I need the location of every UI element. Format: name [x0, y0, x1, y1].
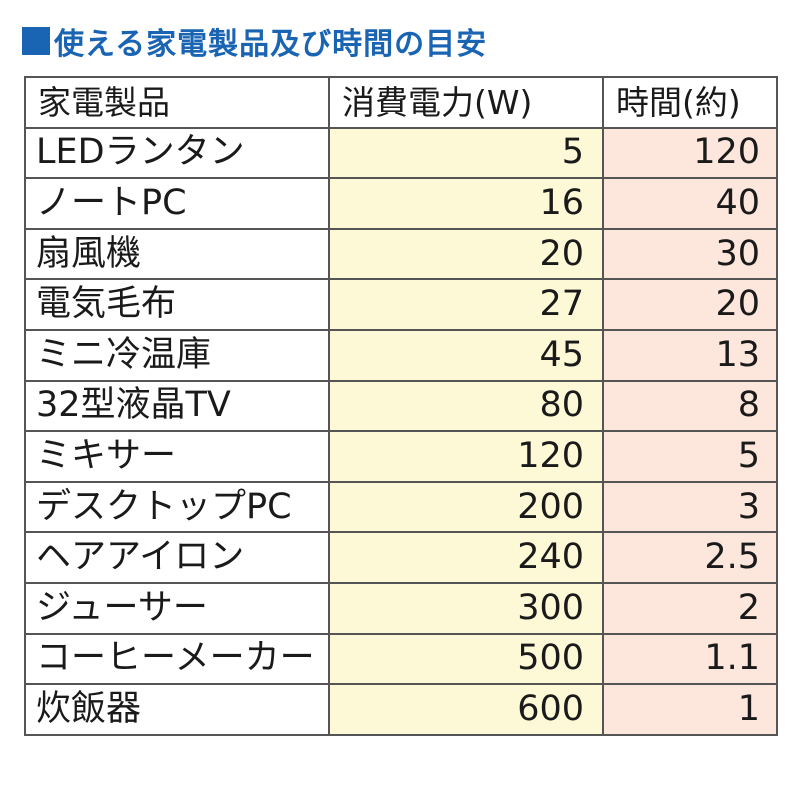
appliance-name-cell: ミニ冷温庫	[24, 328, 330, 382]
table-row: 炊飯器 600 1	[24, 683, 778, 736]
table-row: 電気毛布 27 20	[24, 278, 778, 331]
appliance-name-cell: ジューサー	[24, 581, 330, 635]
hours-value-cell: 1.1	[602, 632, 778, 686]
table-row: LEDランタン 5 120	[24, 126, 778, 180]
appliance-table: 家電製品 消費電力(W) 時間(約) LEDランタン 5 120 ノートPC 16 40 扇…	[24, 76, 778, 736]
table-row: コーヒーメーカー 500 1.1	[24, 632, 778, 686]
appliance-name-cell: LEDランタン	[24, 126, 330, 180]
title-square-icon	[22, 27, 50, 55]
power-value-cell: 20	[328, 227, 604, 281]
hours-value-cell: 13	[602, 328, 778, 382]
power-value-cell: 240	[328, 531, 604, 584]
appliance-name-cell: 炊飯器	[24, 683, 330, 736]
power-value-cell: 80	[328, 379, 604, 433]
table-row: ミニ冷温庫 45 13	[24, 328, 778, 382]
table-row: ノートPC 16 40	[24, 177, 778, 230]
hours-value-cell: 2.5	[602, 531, 778, 584]
power-value-cell: 27	[328, 278, 604, 331]
title-text: 使える家電製品及び時間の目安	[54, 27, 488, 62]
hours-value-cell: 3	[602, 480, 778, 534]
hours-value-cell: 30	[602, 227, 778, 281]
page-title: 使える家電製品及び時間の目安	[22, 16, 487, 66]
appliance-name-cell: コーヒーメーカー	[24, 632, 330, 686]
power-value-cell: 300	[328, 581, 604, 635]
power-value-cell: 600	[328, 683, 604, 736]
power-value-cell: 45	[328, 328, 604, 382]
table-row: 32型液晶TV 80 8	[24, 379, 778, 433]
column-header-hours: 時間(約)	[602, 76, 778, 129]
appliance-name-cell: 32型液晶TV	[24, 379, 330, 433]
power-value-cell: 16	[328, 177, 604, 230]
hours-value-cell: 20	[602, 278, 778, 331]
hours-value-cell: 2	[602, 581, 778, 635]
table-row: ミキサー 120 5	[24, 430, 778, 483]
appliance-name-cell: ノートPC	[24, 177, 330, 230]
power-value-cell: 200	[328, 480, 604, 534]
hours-value-cell: 1	[602, 683, 778, 736]
hours-value-cell: 5	[602, 430, 778, 483]
table-header-row: 家電製品 消費電力(W) 時間(約)	[24, 76, 778, 129]
hours-value-cell: 120	[602, 126, 778, 180]
table-body: LEDランタン 5 120 ノートPC 16 40 扇風機 20 30 電気毛布 27 20 ミニ冷温庫…	[24, 126, 778, 736]
table-row: 扇風機 20 30	[24, 227, 778, 281]
hours-value-cell: 8	[602, 379, 778, 433]
hours-value-cell: 40	[602, 177, 778, 230]
table-row: デスクトップPC 200 3	[24, 480, 778, 534]
table-row: ヘアアイロン 240 2.5	[24, 531, 778, 584]
power-value-cell: 120	[328, 430, 604, 483]
appliance-name-cell: デスクトップPC	[24, 480, 330, 534]
column-header-power: 消費電力(W)	[328, 76, 604, 129]
column-header-appliance: 家電製品	[24, 76, 330, 129]
power-value-cell: 500	[328, 632, 604, 686]
table-row: ジューサー 300 2	[24, 581, 778, 635]
appliance-name-cell: 電気毛布	[24, 278, 330, 331]
appliance-name-cell: ヘアアイロン	[24, 531, 330, 584]
appliance-name-cell: 扇風機	[24, 227, 330, 281]
appliance-name-cell: ミキサー	[24, 430, 330, 483]
power-value-cell: 5	[328, 126, 604, 180]
